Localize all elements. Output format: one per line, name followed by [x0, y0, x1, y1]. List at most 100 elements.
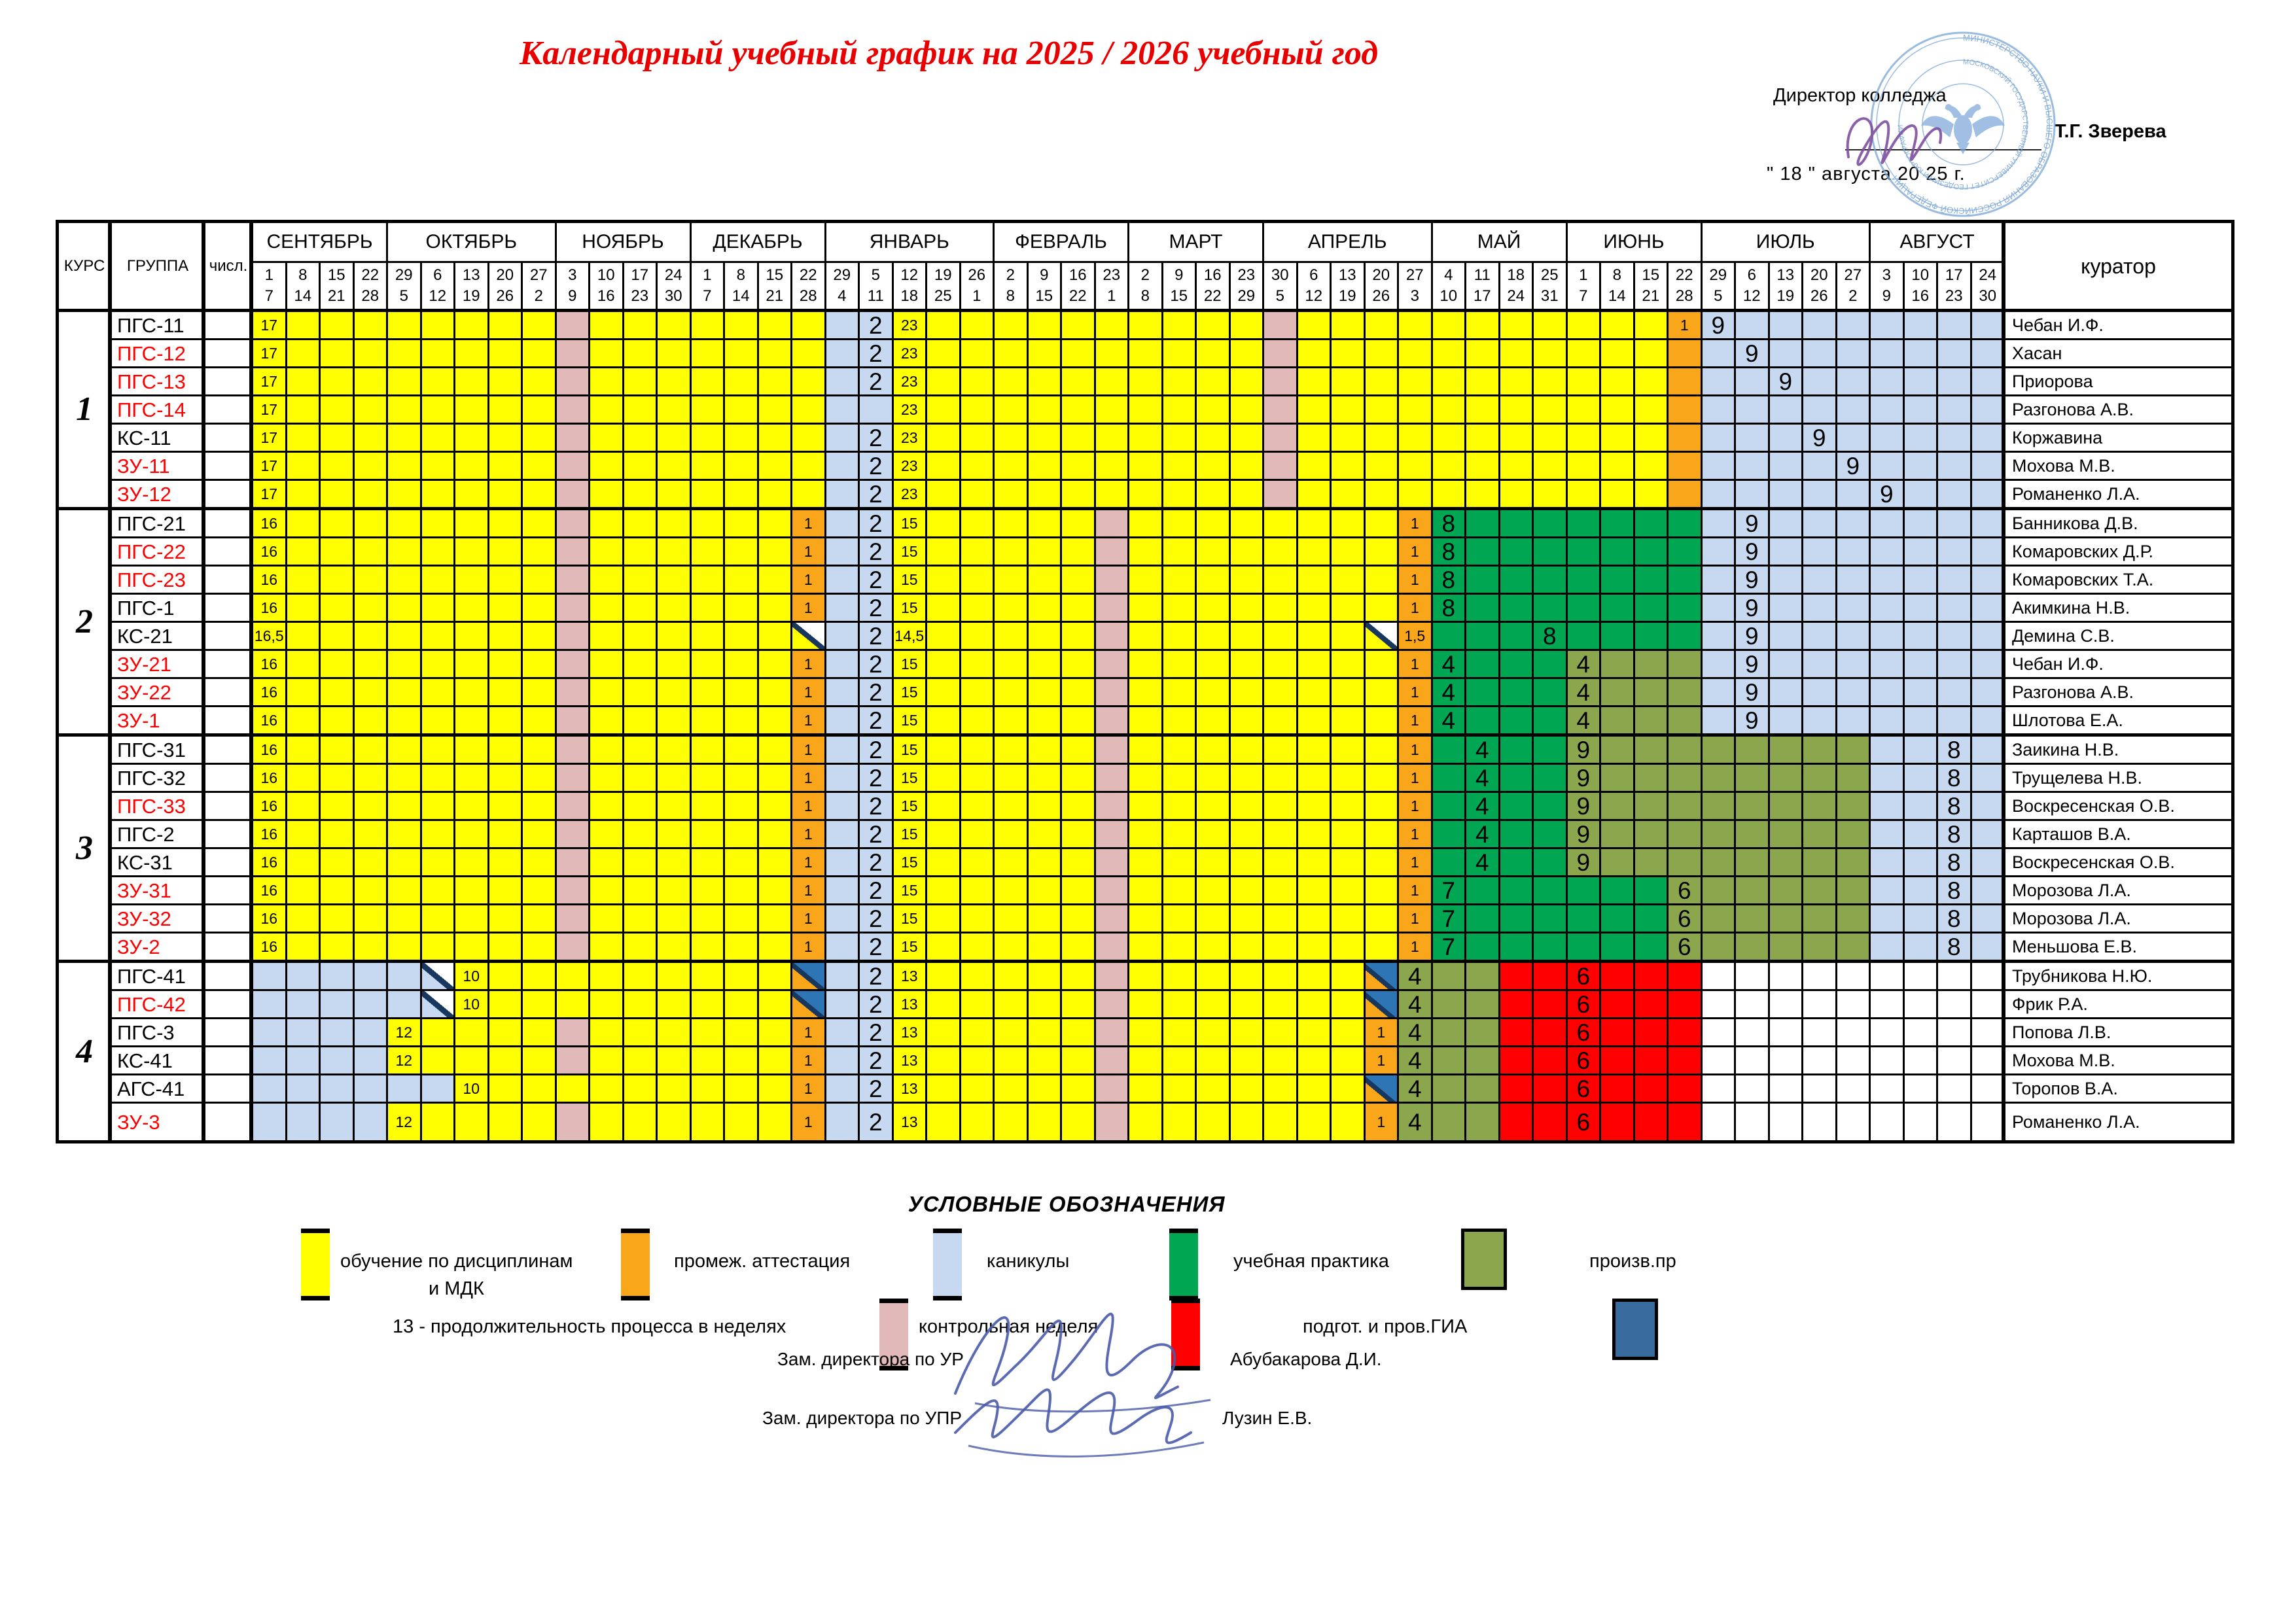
- week-cell: [691, 934, 723, 960]
- week-cell: [1028, 368, 1060, 394]
- week-cell: [1197, 510, 1229, 536]
- week-cell: [1736, 991, 1768, 1017]
- week-cell: [1938, 510, 1970, 536]
- week-cell: [1163, 707, 1195, 733]
- week-cell: [1601, 567, 1633, 593]
- week-cell: [1904, 679, 1936, 705]
- week-start: 5: [871, 266, 880, 284]
- week-label: 4: [1407, 1108, 1422, 1136]
- week-cell: [624, 821, 656, 847]
- week-label: 6: [1576, 1108, 1591, 1136]
- week-cell: [927, 1047, 959, 1073]
- week-cell: [1163, 651, 1195, 677]
- week-cell: [624, 368, 656, 394]
- group-name: ПГС-22: [112, 538, 203, 565]
- week-cell: [691, 905, 723, 932]
- week-cell: [1500, 340, 1532, 366]
- week-label: 9: [1576, 821, 1591, 847]
- week-cell: [321, 793, 353, 819]
- week-header: 4 10: [1432, 263, 1464, 309]
- week-cell: [1062, 651, 1094, 677]
- week-cell: 12: [388, 1104, 420, 1140]
- week-cell: [1500, 963, 1532, 989]
- week-cell: [1500, 425, 1532, 451]
- week-cell: [1298, 1104, 1330, 1140]
- week-cell: [1399, 396, 1431, 423]
- week-cell: [1871, 1047, 1903, 1073]
- week-cell: [354, 821, 386, 847]
- week-cell: [1904, 312, 1936, 338]
- week-cell: [624, 765, 656, 791]
- week-cell: [455, 396, 487, 423]
- week-cell: [1803, 793, 1835, 819]
- week-cell: [489, 991, 521, 1017]
- week-cell: [1163, 1047, 1195, 1073]
- week-cell: 9: [1736, 651, 1768, 677]
- week-cell: [1669, 737, 1701, 763]
- week-cell: [421, 934, 453, 960]
- week-cell: [725, 991, 757, 1017]
- week-cell: [1365, 737, 1397, 763]
- week-cell: [1769, 991, 1801, 1017]
- week-cell: 2: [860, 425, 892, 451]
- week-label: 1: [1410, 881, 1419, 899]
- week-start: 20: [1372, 266, 1390, 284]
- week-cell: [455, 1047, 487, 1073]
- week-cell: [1264, 340, 1296, 366]
- week-cell: [1634, 963, 1667, 989]
- week-cell: [1466, 905, 1498, 932]
- week-cell: [1971, 934, 2004, 960]
- week-cell: [624, 396, 656, 423]
- week-cell: [1129, 453, 1161, 479]
- week-cell: [1534, 567, 1566, 593]
- week-end: 17: [1473, 287, 1491, 305]
- week-start: 29: [395, 266, 413, 284]
- week-cell: [658, 934, 690, 960]
- week-cell: [1432, 991, 1464, 1017]
- week-cell: [725, 905, 757, 932]
- week-cell: [388, 821, 420, 847]
- week-start: 17: [1945, 266, 1963, 284]
- week-cell: [1264, 312, 1296, 338]
- week-header: 20 26: [1365, 263, 1397, 309]
- chisl-cell: [205, 510, 251, 536]
- week-cell: [1669, 707, 1701, 733]
- week-cell: [1803, 963, 1835, 989]
- week-cell: [1769, 793, 1801, 819]
- week-cell: [590, 396, 622, 423]
- week-cell: [1601, 481, 1633, 507]
- week-cell: [691, 595, 723, 621]
- week-cell: [421, 821, 453, 847]
- week-cell: 1: [1399, 538, 1431, 565]
- week-cell: [1163, 312, 1195, 338]
- week-cell: [995, 1019, 1027, 1045]
- week-cell: 4: [1399, 963, 1431, 989]
- week-cell: [1567, 567, 1599, 593]
- week-start: 2: [1140, 266, 1150, 284]
- week-cell: [961, 707, 993, 733]
- week-cell: [1197, 849, 1229, 875]
- week-cell: [1129, 1104, 1161, 1140]
- week-cell: [1871, 963, 1903, 989]
- week-cell: 2: [860, 877, 892, 903]
- week-cell: 15: [893, 651, 925, 677]
- week-cell: [1871, 425, 1903, 451]
- week-cell: [321, 934, 353, 960]
- week-cell: [1567, 538, 1599, 565]
- week-cell: [1399, 453, 1431, 479]
- week-cell: [1197, 905, 1229, 932]
- week-cell: [421, 510, 453, 536]
- week-cell: [927, 934, 959, 960]
- week-label: 4: [1407, 1019, 1422, 1045]
- week-cell: [995, 453, 1027, 479]
- week-cell: [927, 453, 959, 479]
- week-end: 24: [1507, 287, 1525, 305]
- week-cell: [1769, 707, 1801, 733]
- week-cell: 4: [1466, 793, 1498, 819]
- week-cell: [1129, 821, 1161, 847]
- week-cell: [1365, 312, 1397, 338]
- week-cell: [1095, 1047, 1127, 1073]
- week-cell: [1938, 396, 1970, 423]
- week-end: 15: [1035, 287, 1053, 305]
- group-name: АГС-41: [112, 1075, 203, 1102]
